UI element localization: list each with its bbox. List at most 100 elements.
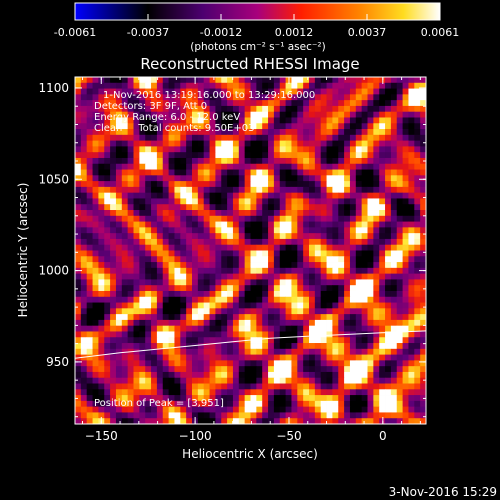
heatmap-cell xyxy=(244,221,251,228)
heatmap-cell xyxy=(285,296,292,303)
heatmap-cell xyxy=(273,400,281,408)
heatmap-cell xyxy=(367,302,374,309)
heatmap-cell xyxy=(349,360,357,367)
heatmap-cell xyxy=(139,279,146,286)
heatmap-cell xyxy=(297,308,304,315)
heatmap-cell xyxy=(361,123,368,130)
heatmap-cell xyxy=(80,244,88,251)
heatmap-cell xyxy=(75,140,82,147)
heatmap-cell xyxy=(314,129,322,136)
heatmap-cell xyxy=(320,308,327,315)
heatmap-cell xyxy=(75,111,82,118)
heatmap-cell xyxy=(127,77,134,84)
heatmap-cell xyxy=(104,395,111,402)
heatmap-cell xyxy=(385,105,392,113)
heatmap-cell xyxy=(121,337,129,344)
heatmap-cell xyxy=(215,354,222,361)
heatmap-cell xyxy=(326,221,333,228)
heatmap-cell xyxy=(408,395,415,402)
heatmap-cell xyxy=(180,360,187,367)
heatmap-cell xyxy=(98,146,105,153)
heatmap-cell xyxy=(414,146,421,153)
heatmap-cell xyxy=(98,169,105,176)
heatmap-cell xyxy=(110,134,117,142)
heatmap-cell xyxy=(186,279,193,286)
heatmap-cell xyxy=(326,111,333,118)
heatmap-cell xyxy=(297,331,304,338)
heatmap-cell xyxy=(133,244,140,251)
heatmap-cell xyxy=(355,123,363,130)
heatmap-cell xyxy=(297,371,304,379)
heatmap-cell xyxy=(303,186,310,194)
heatmap-cell xyxy=(203,250,210,257)
heatmap-cell xyxy=(227,406,234,413)
heatmap-cell xyxy=(279,94,286,101)
heatmap-cell xyxy=(203,100,210,107)
heatmap-cell xyxy=(355,412,363,419)
heatmap-cell xyxy=(238,360,246,367)
heatmap-cell xyxy=(80,163,88,170)
heatmap-cell xyxy=(238,134,246,142)
heatmap-cell xyxy=(174,296,181,303)
heatmap-cell xyxy=(396,250,403,257)
heatmap-cell xyxy=(209,406,216,413)
heatmap-cell xyxy=(268,210,275,217)
heatmap-cell xyxy=(402,377,409,384)
heatmap-cell xyxy=(320,134,327,142)
heatmap-cell xyxy=(291,395,298,402)
heatmap-cell xyxy=(262,418,269,424)
heatmap-cell xyxy=(349,296,357,303)
heatmap-cell xyxy=(402,256,409,263)
heatmap-cell xyxy=(320,296,327,303)
heatmap-cell xyxy=(349,279,357,286)
heatmap-cell xyxy=(273,233,281,240)
heatmap-cell xyxy=(104,256,111,263)
heatmap-cell xyxy=(197,360,205,367)
heatmap-cell xyxy=(162,354,169,361)
heatmap-cell xyxy=(250,163,257,170)
heatmap-cell xyxy=(156,129,164,136)
heatmap-cell xyxy=(297,395,304,402)
heatmap-cell xyxy=(373,152,380,159)
heatmap-cell xyxy=(349,204,357,211)
heatmap-cell xyxy=(127,94,134,101)
heatmap-cell xyxy=(256,163,263,170)
heatmap-cell xyxy=(156,117,164,124)
heatmap-cell xyxy=(279,308,286,315)
heatmap-cell xyxy=(197,412,205,419)
heatmap-cell xyxy=(215,325,222,332)
heatmap-cell xyxy=(174,129,181,136)
heatmap-cell xyxy=(75,290,82,298)
heatmap-cell xyxy=(197,331,205,338)
heatmap-cell xyxy=(414,383,421,390)
heatmap-cell xyxy=(414,331,421,338)
heatmap-cell xyxy=(162,250,169,257)
heatmap-cell xyxy=(268,331,275,338)
heatmap-cell xyxy=(291,354,298,361)
heatmap-cell xyxy=(355,77,363,84)
heatmap-cell xyxy=(221,377,228,384)
heatmap-cell xyxy=(151,331,158,338)
heatmap-cell xyxy=(309,100,316,107)
heatmap-cell xyxy=(133,256,140,263)
heatmap-cell xyxy=(227,308,234,315)
heatmap-cell xyxy=(373,279,380,286)
heatmap-cell xyxy=(320,383,327,390)
heatmap-cell xyxy=(250,175,257,182)
heatmap-cell xyxy=(168,337,175,344)
heatmap-cell xyxy=(238,383,246,390)
heatmap-cell xyxy=(203,129,210,136)
heatmap-cell xyxy=(262,331,269,338)
heatmap-cell xyxy=(139,256,146,263)
heatmap-cell xyxy=(75,192,82,199)
heatmap-cell xyxy=(203,134,210,142)
heatmap-cell xyxy=(174,233,181,240)
heatmap-cell xyxy=(379,123,386,130)
heatmap-cell xyxy=(402,302,409,309)
heatmap-cell xyxy=(361,412,368,419)
heatmap-cell xyxy=(349,215,357,222)
heatmap-cell xyxy=(332,233,339,240)
heatmap-cell xyxy=(110,204,117,211)
heatmap-cell xyxy=(127,221,134,228)
heatmap-cell xyxy=(133,186,140,194)
